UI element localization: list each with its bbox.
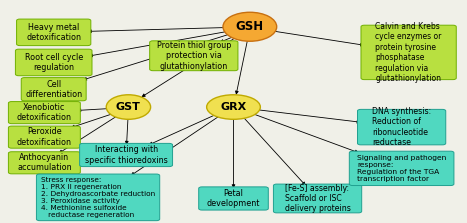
Text: Stress response:
1. PRX II regeneration
2. Dehydroascorbate reduction
3. Peroxid: Stress response: 1. PRX II regeneration … — [41, 177, 155, 218]
Ellipse shape — [106, 95, 151, 119]
FancyBboxPatch shape — [199, 187, 268, 210]
FancyBboxPatch shape — [8, 126, 80, 148]
Text: GRX: GRX — [220, 102, 247, 112]
FancyBboxPatch shape — [21, 78, 86, 101]
Text: GST: GST — [116, 102, 141, 112]
Ellipse shape — [207, 95, 261, 119]
FancyBboxPatch shape — [361, 25, 456, 80]
Text: Interacting with
specific thioredoxins: Interacting with specific thioredoxins — [85, 145, 168, 165]
Text: Signaling and pathogen
response:
Regulation of the TGA
transcription factor: Signaling and pathogen response: Regulat… — [357, 155, 446, 182]
FancyBboxPatch shape — [17, 19, 91, 46]
Text: [Fe-S] assembly:
Scaffold or ISC
delivery proteins: [Fe-S] assembly: Scaffold or ISC deliver… — [284, 184, 351, 213]
FancyBboxPatch shape — [79, 143, 173, 167]
Text: Root cell cycle
regulation: Root cell cycle regulation — [25, 53, 83, 72]
Text: Xenobiotic
detoxification: Xenobiotic detoxification — [17, 103, 72, 122]
Text: Petal
development: Petal development — [207, 189, 260, 208]
FancyBboxPatch shape — [15, 49, 92, 76]
Text: DNA synthesis:
Reduction of
ribonucleotide
reductase: DNA synthesis: Reduction of ribonucleoti… — [372, 107, 431, 147]
FancyBboxPatch shape — [36, 174, 160, 221]
FancyBboxPatch shape — [274, 184, 361, 213]
Text: Calvin and Krebs
cycle enzymes or
protein tyrosine
phosphatase
regulation via
gl: Calvin and Krebs cycle enzymes or protei… — [375, 22, 442, 83]
Text: Cell
differentiation: Cell differentiation — [25, 80, 82, 99]
Ellipse shape — [223, 12, 277, 41]
Text: GSH: GSH — [236, 20, 264, 33]
FancyBboxPatch shape — [8, 102, 80, 124]
FancyBboxPatch shape — [349, 151, 454, 186]
FancyBboxPatch shape — [358, 109, 446, 145]
FancyBboxPatch shape — [149, 41, 238, 71]
Text: Heavy metal
detoxification: Heavy metal detoxification — [26, 23, 81, 42]
Text: Protein thiol group
protection via
glutathionylation: Protein thiol group protection via gluta… — [156, 41, 231, 71]
Text: Anthocyanin
accumulation: Anthocyanin accumulation — [17, 153, 71, 172]
Text: Peroxide
detoxification: Peroxide detoxification — [17, 128, 72, 147]
FancyBboxPatch shape — [8, 152, 80, 174]
